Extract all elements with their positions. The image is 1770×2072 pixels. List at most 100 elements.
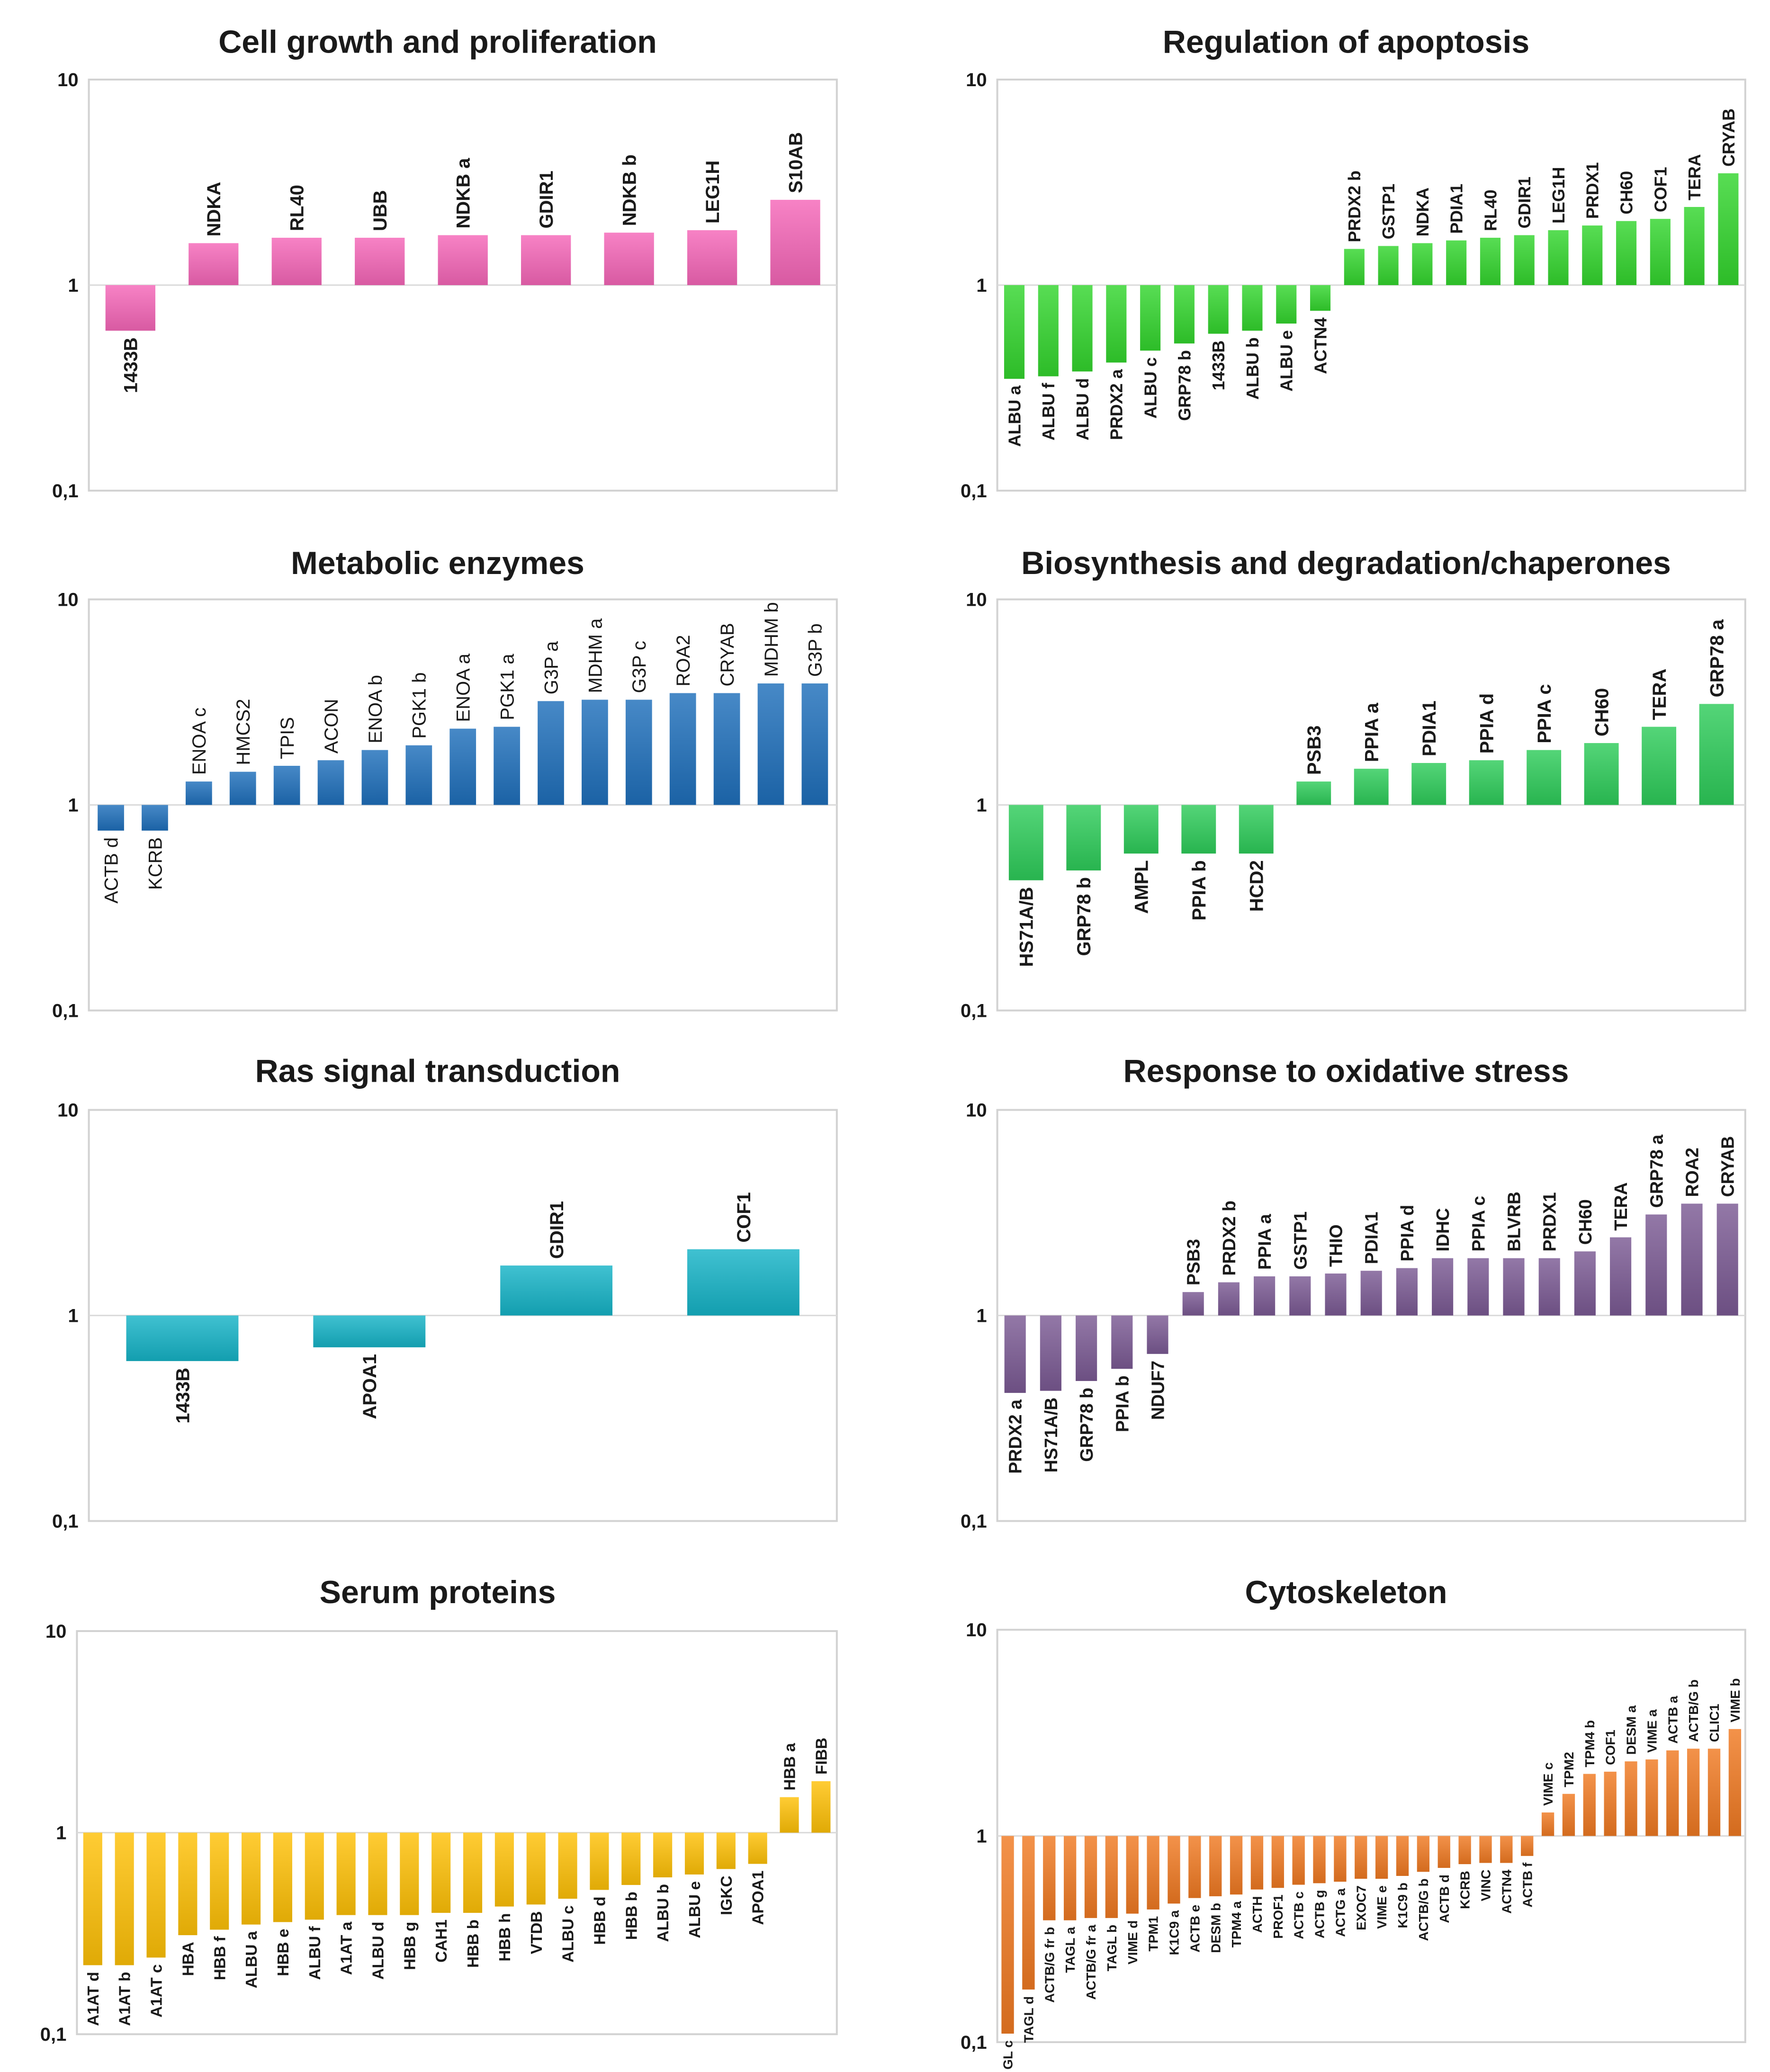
bar bbox=[438, 235, 488, 285]
bar-label: PRDX1 bbox=[1540, 1192, 1560, 1251]
chart-panel-5: Ras signal transduction 10 1 0,1 1433B APOA1 G… bbox=[52, 1053, 838, 1532]
bar-label: ACON bbox=[321, 699, 342, 754]
bar-label: ACTB/G fr b bbox=[1042, 1927, 1057, 2003]
bar bbox=[1645, 1759, 1658, 1836]
bar-label: CH60 bbox=[1575, 1199, 1595, 1245]
bar bbox=[229, 771, 256, 805]
bar-label: K1C9 a bbox=[1167, 1910, 1182, 1955]
bar bbox=[1105, 1836, 1118, 1918]
bar bbox=[1538, 1258, 1560, 1316]
bar bbox=[1616, 221, 1637, 285]
chart-panel-4: Biosynthesis and degradation/chaperones 1… bbox=[961, 545, 1746, 1022]
chart-title: Response to oxidative stress bbox=[1123, 1053, 1569, 1089]
bar bbox=[1040, 1315, 1061, 1391]
bar bbox=[242, 1832, 261, 1925]
bar bbox=[1412, 243, 1433, 285]
bar bbox=[210, 1832, 229, 1930]
bar-label: HMCS2 bbox=[233, 699, 254, 765]
bar-label: TAGL b bbox=[1105, 1925, 1119, 1972]
bar bbox=[494, 1832, 514, 1907]
bar-label: PRDX2 a bbox=[1107, 368, 1126, 440]
bar bbox=[1716, 1203, 1738, 1316]
bar bbox=[115, 1832, 134, 1965]
chart-panel-7: Serum proteins 10 1 0,1 A1AT d A1AT b A1AT c HB… bbox=[40, 1574, 838, 2045]
bar bbox=[1230, 1836, 1243, 1895]
bar bbox=[1344, 249, 1365, 285]
bar-label: CH60 bbox=[1592, 688, 1613, 736]
bar-label: BLVRB bbox=[1504, 1192, 1524, 1252]
bar bbox=[1008, 805, 1043, 880]
bar-label: ALBU c bbox=[1141, 357, 1160, 419]
y-tick-label: 1 bbox=[976, 275, 987, 296]
bar-label: IDHC bbox=[1433, 1208, 1453, 1252]
bar bbox=[1666, 1750, 1679, 1836]
bar-label: ACTB a bbox=[1665, 1695, 1680, 1744]
bar-label: ALBU e bbox=[686, 1881, 704, 1938]
bar-label: TPM1 bbox=[1146, 1916, 1161, 1952]
bar-label: ACTB e bbox=[1187, 1905, 1202, 1953]
bar-label: GRP78 b bbox=[1077, 1388, 1096, 1462]
bar-label: PGK1 a bbox=[497, 654, 518, 720]
bar-label: ALBU e bbox=[1277, 330, 1296, 392]
bar bbox=[1584, 743, 1619, 805]
bar bbox=[1396, 1836, 1409, 1876]
y-tick-label: 10 bbox=[45, 1621, 67, 1642]
y-tick-label: 1 bbox=[976, 1306, 987, 1327]
bar-label: VTDB bbox=[528, 1911, 546, 1954]
bar bbox=[1707, 1749, 1721, 1836]
bar-label: ALBU f bbox=[306, 1926, 324, 1980]
bar bbox=[1076, 1315, 1097, 1381]
bar-label: ACTB/G b bbox=[1686, 1679, 1701, 1742]
bar-label: ROA2 bbox=[673, 635, 694, 687]
bar-label: ALBU d bbox=[1073, 378, 1092, 440]
bar-label: RL40 bbox=[287, 185, 308, 231]
bar-label: ENOA c bbox=[189, 708, 210, 775]
bar bbox=[1334, 1836, 1347, 1882]
bar-label: TPM4 b bbox=[1582, 1720, 1597, 1767]
bar-label: GDIR1 bbox=[536, 170, 557, 228]
bar bbox=[449, 728, 476, 805]
bar-label: PRDX2 b bbox=[1219, 1201, 1239, 1276]
chart-title: Regulation of apoptosis bbox=[1163, 24, 1529, 60]
y-tick-label: 10 bbox=[57, 590, 79, 610]
bar-label: TAGL d bbox=[1021, 1996, 1036, 2043]
bar bbox=[521, 235, 571, 285]
bar-label: ACTN4 bbox=[1499, 1869, 1514, 1914]
bar bbox=[1038, 285, 1059, 377]
bar bbox=[684, 1832, 704, 1875]
y-tick-label: 0,1 bbox=[52, 1001, 79, 1022]
bar bbox=[98, 805, 124, 831]
bar-label: ACTB d bbox=[101, 837, 122, 904]
y-tick-label: 10 bbox=[57, 70, 79, 90]
y-tick-label: 10 bbox=[966, 1620, 987, 1641]
bar bbox=[1728, 1729, 1742, 1836]
bar-label: 1433B bbox=[1209, 341, 1228, 391]
bar bbox=[748, 1832, 767, 1864]
bar bbox=[1250, 1836, 1264, 1890]
bar bbox=[355, 237, 405, 285]
bar bbox=[1209, 1836, 1222, 1896]
bar-label: ACTB d bbox=[1437, 1875, 1452, 1923]
y-tick-label: 0,1 bbox=[961, 481, 987, 502]
bar bbox=[1480, 237, 1500, 285]
bar bbox=[1645, 1214, 1667, 1316]
bar-label: GRP78 b bbox=[1074, 877, 1095, 956]
bar bbox=[494, 727, 520, 805]
bar-label: GRP78 a bbox=[1646, 1134, 1666, 1208]
bar bbox=[1168, 1836, 1180, 1904]
chart-panel-1: Cell growth and proliferation 10 1 0,1 1433B… bbox=[52, 24, 838, 502]
bar bbox=[500, 1265, 613, 1316]
bar-label: NDKA bbox=[204, 182, 225, 237]
bar-label: CAH1 bbox=[433, 1920, 450, 1963]
bar-label: LEG1H bbox=[1549, 167, 1568, 224]
bar-label: DESM b bbox=[1208, 1903, 1223, 1953]
bar-label: HBB f bbox=[211, 1936, 229, 1981]
bar-label: PDIA1 bbox=[1447, 184, 1466, 234]
bar-label: ENOA a bbox=[453, 653, 474, 722]
bar bbox=[361, 750, 388, 805]
bar-label: S10AB bbox=[785, 132, 806, 193]
bar bbox=[1479, 1836, 1492, 1863]
bar bbox=[178, 1832, 198, 1936]
